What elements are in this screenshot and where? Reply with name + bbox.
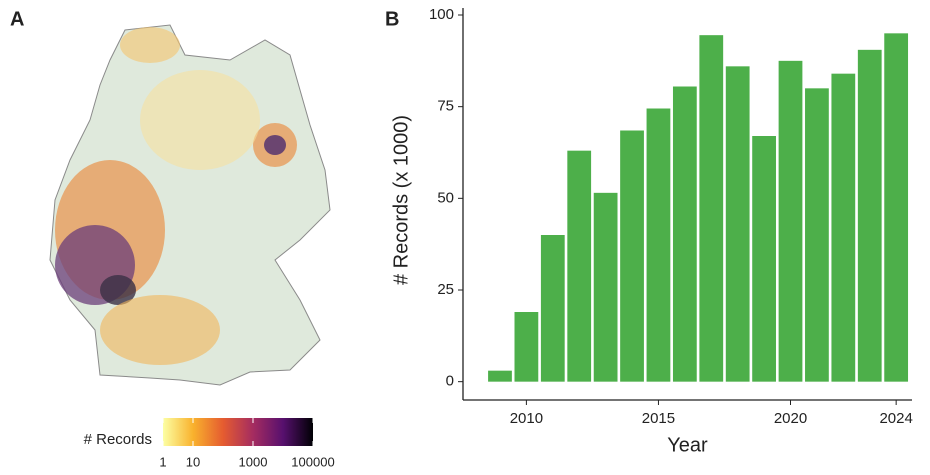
- bar: [699, 35, 724, 382]
- bar: [620, 130, 644, 382]
- colorbar-tick-label: 10: [186, 454, 200, 469]
- colorbar-tick-label: 1000: [239, 454, 268, 469]
- bar: [725, 66, 750, 382]
- bar: [884, 33, 909, 382]
- bar: [778, 60, 803, 382]
- bar: [593, 192, 618, 382]
- density-region: [140, 70, 260, 170]
- colorbar-tick-label: 100000: [291, 454, 334, 469]
- density-region: [120, 27, 180, 63]
- y-tick-label: 25: [437, 281, 454, 298]
- y-tick-label: 0: [446, 373, 454, 390]
- x-tick-label: 2010: [510, 410, 543, 427]
- colorbar-tick-label: 1: [159, 454, 166, 469]
- bar: [752, 136, 776, 382]
- bar: [672, 86, 697, 382]
- y-tick-label: 50: [437, 189, 454, 206]
- map: [49, 24, 331, 386]
- density-region: [100, 295, 220, 365]
- x-axis-title: Year: [667, 434, 708, 456]
- bar: [646, 108, 671, 382]
- x-tick-label: 2020: [774, 410, 807, 427]
- x-tick-label: 2015: [642, 410, 675, 427]
- y-tick-label: 75: [437, 98, 454, 115]
- panel-label: A: [10, 8, 24, 30]
- x-tick-label: 2024: [879, 410, 912, 427]
- y-axis-title: # Records (x 1000): [390, 115, 412, 285]
- density-region: [264, 135, 286, 155]
- bar: [514, 312, 539, 382]
- bar: [831, 73, 856, 382]
- bar: [805, 88, 829, 382]
- y-tick-label: 100: [429, 6, 454, 23]
- legend-title: # Records: [84, 431, 152, 448]
- bar: [567, 150, 592, 382]
- panel-label: B: [385, 8, 399, 30]
- colorbar: [163, 418, 313, 446]
- bar: [857, 49, 882, 382]
- bar: [488, 370, 512, 382]
- bar: [540, 235, 565, 382]
- density-region: [100, 275, 136, 305]
